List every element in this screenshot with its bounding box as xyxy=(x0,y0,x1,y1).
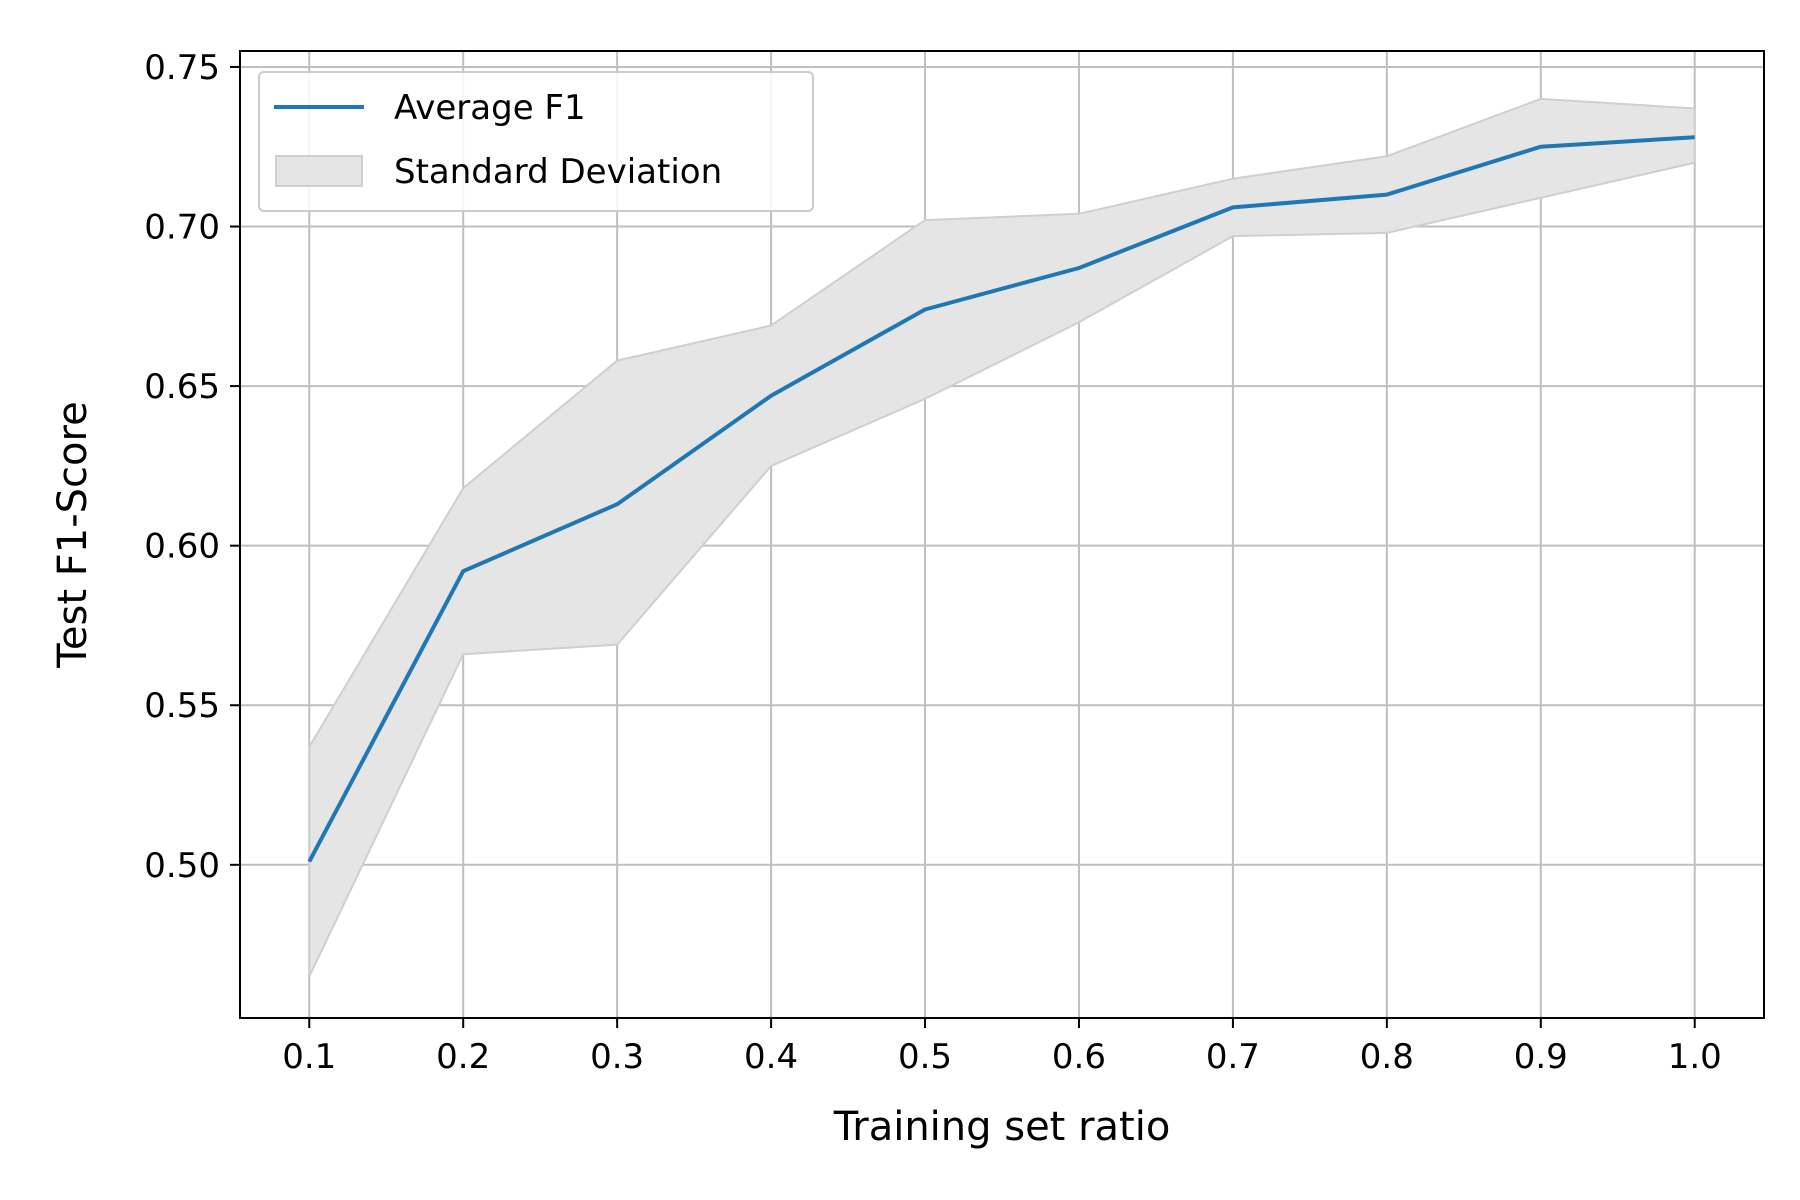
x-tick-label: 0.8 xyxy=(1360,1037,1414,1077)
y-tick-label: 0.65 xyxy=(144,367,220,407)
grid-layer xyxy=(240,51,1764,1018)
x-tick-label: 0.2 xyxy=(436,1037,490,1077)
std-dev-band xyxy=(308,97,1696,977)
average-f1-line xyxy=(307,135,1695,863)
x-tick-label: 0.3 xyxy=(590,1037,644,1077)
x-tick-label: 0.5 xyxy=(898,1037,952,1077)
x-tick-label: 0.9 xyxy=(1514,1037,1568,1077)
y-tick-label: 0.75 xyxy=(144,48,220,88)
legend-std-dev-swatch xyxy=(275,155,363,187)
y-tick-label: 0.60 xyxy=(144,527,220,567)
legend-std-dev-label: Standard Deviation xyxy=(394,152,722,192)
y-tick-label: 0.70 xyxy=(144,208,220,248)
y-axis-ticks: 0.50 0.55 0.60 0.65 0.70 0.75 xyxy=(144,48,240,886)
legend-box xyxy=(258,71,814,212)
x-tick-label: 0.6 xyxy=(1052,1037,1106,1077)
x-tick-label: 0.4 xyxy=(744,1037,798,1077)
x-axis-ticks: 0.1 0.2 0.3 0.4 0.5 0.6 0.7 0.8 0.9 1.0 xyxy=(282,1018,1722,1077)
x-tick-label: 0.1 xyxy=(282,1037,336,1077)
legend-average-f1-label: Average F1 xyxy=(394,88,586,128)
y-tick-label: 0.50 xyxy=(144,846,220,886)
x-tick-label: 1.0 xyxy=(1668,1037,1722,1077)
legend: Average F1 Standard Deviation xyxy=(258,71,814,212)
x-tick-label: 0.7 xyxy=(1206,1037,1260,1077)
y-tick-label: 0.55 xyxy=(144,686,220,726)
y-axis-label: Test F1-Score xyxy=(50,401,96,668)
x-axis-label: Training set ratio xyxy=(833,1104,1171,1150)
plot-frame xyxy=(239,50,1765,1019)
